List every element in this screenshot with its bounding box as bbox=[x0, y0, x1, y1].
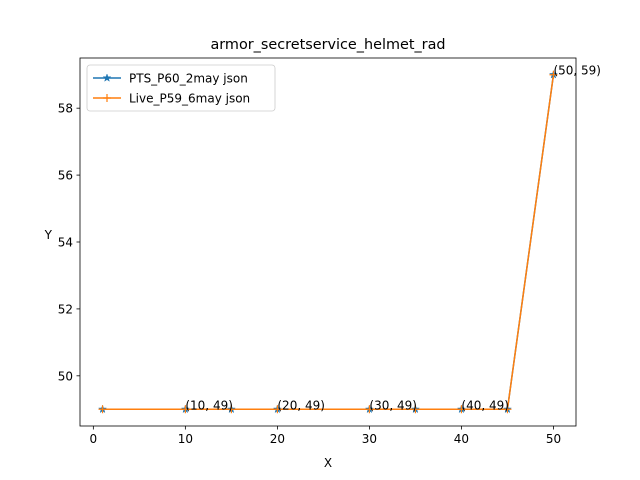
legend-box bbox=[86, 64, 276, 112]
chart-title: armor_secretservice_helmet_rad bbox=[210, 37, 445, 53]
y-axis-label: Y bbox=[44, 228, 53, 242]
y-tick-label: 54 bbox=[58, 236, 73, 250]
data-annotation: (50, 59) bbox=[553, 64, 601, 78]
legend-label: Live_P59_6may json bbox=[129, 92, 250, 106]
y-tick-label: 52 bbox=[58, 302, 73, 316]
series-2-point bbox=[273, 405, 282, 414]
series-2-point bbox=[503, 405, 512, 414]
x-tick-label: 50 bbox=[546, 432, 561, 446]
series-2-point bbox=[411, 405, 420, 414]
x-tick-label: 10 bbox=[178, 432, 193, 446]
y-tick-label: 58 bbox=[58, 102, 73, 116]
x-tick-label: 0 bbox=[90, 432, 98, 446]
data-annotation: (30, 49) bbox=[369, 398, 417, 412]
legend-marker bbox=[103, 94, 111, 102]
legend-label: PTS_P60_2may json bbox=[129, 72, 248, 86]
data-annotation: (20, 49) bbox=[277, 398, 325, 412]
series-2-point bbox=[365, 405, 374, 414]
y-tick-label: 50 bbox=[58, 369, 73, 383]
series-2-point bbox=[549, 70, 558, 79]
data-annotation: (40, 49) bbox=[461, 398, 509, 412]
x-tick-label: 40 bbox=[454, 432, 469, 446]
y-tick-label: 56 bbox=[58, 169, 73, 183]
x-axis-label: X bbox=[324, 456, 332, 470]
x-tick-label: 30 bbox=[362, 432, 377, 446]
x-tick-label: 20 bbox=[270, 432, 285, 446]
series-2-point bbox=[227, 405, 236, 414]
series-2-point bbox=[457, 405, 466, 414]
series-2-point bbox=[98, 405, 107, 414]
plot-area: 0 10 20 30 40 50 50 52 54 56 58 (10, 49) (20, 49) (30… bbox=[58, 57, 601, 446]
data-annotation: (10, 49) bbox=[185, 398, 233, 412]
legend-marker bbox=[102, 73, 112, 82]
series-2-point bbox=[181, 405, 190, 414]
